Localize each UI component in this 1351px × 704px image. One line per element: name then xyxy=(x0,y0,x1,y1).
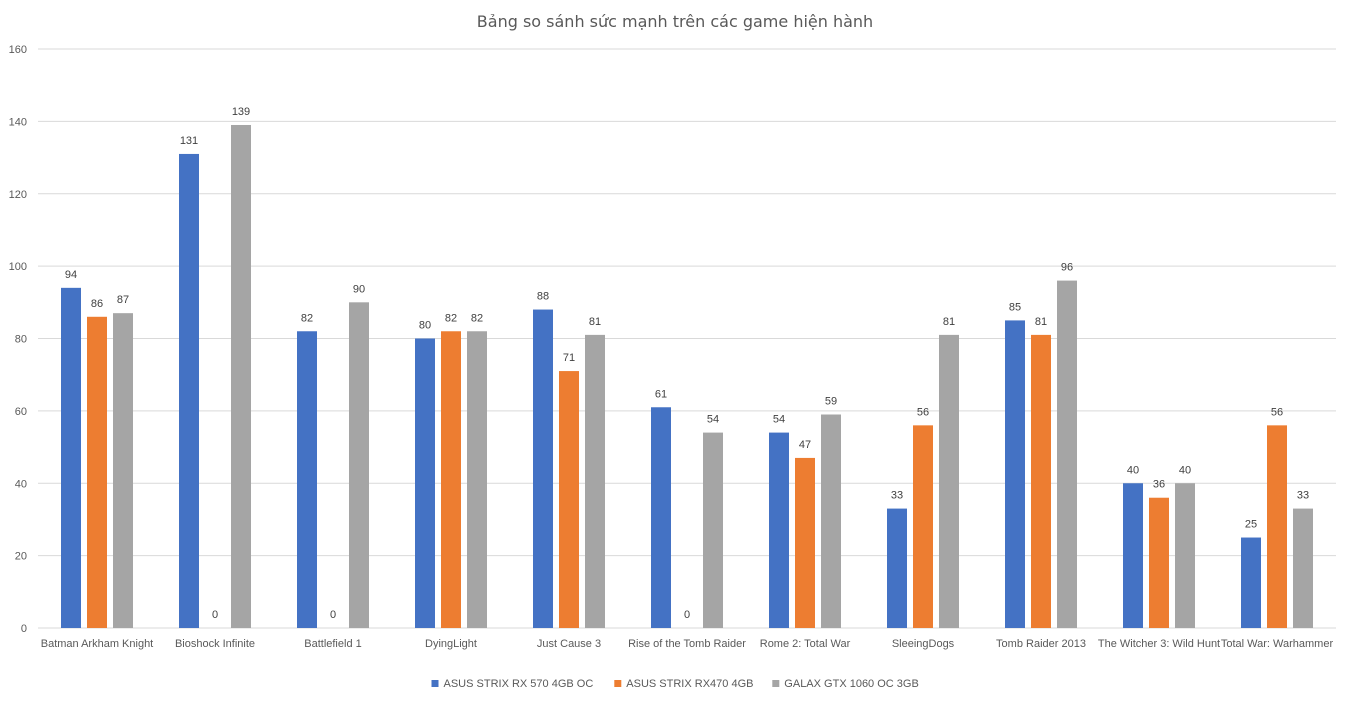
bar xyxy=(231,124,251,629)
data-label: 0 xyxy=(212,609,218,621)
data-label: 85 xyxy=(1009,301,1021,313)
data-label: 87 xyxy=(117,294,129,306)
data-label: 54 xyxy=(773,414,785,426)
legend-label: ASUS STRIX RX470 4GB xyxy=(626,678,753,690)
legend: ASUS STRIX RX 570 4GB OC ASUS STRIX RX470… xyxy=(431,678,919,690)
y-tick-label: 40 xyxy=(15,478,27,490)
data-label: 0 xyxy=(330,609,336,621)
bar xyxy=(1149,497,1169,628)
category-label: Bioshock Infinite xyxy=(175,638,255,650)
data-label: 40 xyxy=(1127,464,1139,476)
data-label: 54 xyxy=(707,414,719,426)
y-tick-label: 160 xyxy=(9,44,27,56)
y-axis-ticks: 0 20 40 60 80 100 120 140 160 xyxy=(9,44,27,635)
data-label: 86 xyxy=(91,298,103,310)
data-label: 82 xyxy=(445,312,457,324)
category-label: Rome 2: Total War xyxy=(760,638,851,650)
data-label: 40 xyxy=(1179,464,1191,476)
data-label: 81 xyxy=(1035,316,1047,328)
chart-title: Bảng so sánh sức mạnh trên các game hiện… xyxy=(477,12,873,31)
category-label: The Witcher 3: Wild Hunt xyxy=(1098,638,1220,650)
category-label: Just Cause 3 xyxy=(537,638,601,650)
y-tick-label: 100 xyxy=(9,261,27,273)
bar xyxy=(703,432,723,628)
bar xyxy=(415,338,435,628)
data-labels: 94 86 87 131 0 139 82 0 90 80 82 82 88 71 81 61 0 54 54 47 5… xyxy=(65,106,1309,621)
data-label: 139 xyxy=(232,106,250,118)
bar xyxy=(179,153,199,628)
bars xyxy=(61,124,1313,629)
data-label: 82 xyxy=(301,312,313,324)
gridlines xyxy=(38,48,1336,629)
bar xyxy=(1241,537,1261,628)
bar xyxy=(349,302,369,628)
bar xyxy=(887,508,907,628)
data-label: 88 xyxy=(537,291,549,303)
category-labels: Batman Arkham Knight Bioshock Infinite Bat… xyxy=(41,638,1334,650)
data-label: 36 xyxy=(1153,479,1165,491)
data-label: 90 xyxy=(353,283,365,295)
y-tick-label: 60 xyxy=(15,406,27,418)
data-label: 56 xyxy=(917,406,929,418)
data-label: 80 xyxy=(419,320,431,332)
category-label: Rise of the Tomb Raider xyxy=(628,638,746,650)
data-label: 131 xyxy=(180,135,198,147)
y-tick-label: 20 xyxy=(15,551,27,563)
bar xyxy=(795,457,815,628)
y-tick-label: 120 xyxy=(9,189,27,201)
data-label: 71 xyxy=(563,352,575,364)
bar xyxy=(113,313,133,628)
bar xyxy=(1293,508,1313,628)
category-label: Battlefield 1 xyxy=(304,638,361,650)
bar xyxy=(297,331,317,628)
bar xyxy=(1123,483,1143,628)
data-label: 94 xyxy=(65,269,77,281)
category-label: DyingLight xyxy=(425,638,477,650)
bar xyxy=(651,407,671,628)
data-label: 47 xyxy=(799,439,811,451)
data-label: 59 xyxy=(825,395,837,407)
bar xyxy=(1267,425,1287,628)
legend-label: GALAX GTX 1060 OC 3GB xyxy=(784,678,919,690)
y-tick-label: 80 xyxy=(15,334,27,346)
data-label: 0 xyxy=(684,609,690,621)
category-label: Total War: Warhammer xyxy=(1221,638,1334,650)
bar xyxy=(61,287,81,628)
data-label: 33 xyxy=(891,490,903,502)
bar xyxy=(467,331,487,628)
legend-label: ASUS STRIX RX 570 4GB OC xyxy=(444,678,594,690)
bar xyxy=(533,309,553,628)
y-tick-label: 0 xyxy=(21,623,27,635)
bar xyxy=(1057,280,1077,628)
bar xyxy=(821,414,841,628)
bar xyxy=(559,371,579,628)
data-label: 33 xyxy=(1297,490,1309,502)
data-label: 56 xyxy=(1271,406,1283,418)
bar xyxy=(1005,320,1025,628)
data-label: 61 xyxy=(655,388,667,400)
bar xyxy=(769,432,789,628)
data-label: 82 xyxy=(471,312,483,324)
data-label: 96 xyxy=(1061,262,1073,274)
y-tick-label: 140 xyxy=(9,116,27,128)
category-label: Tomb Raider 2013 xyxy=(996,638,1086,650)
legend-swatch xyxy=(431,680,439,687)
legend-swatch xyxy=(614,680,622,687)
category-label: Batman Arkham Knight xyxy=(41,638,154,650)
bar xyxy=(441,331,461,628)
bar xyxy=(585,334,605,628)
bar xyxy=(939,334,959,628)
bar xyxy=(913,425,933,628)
data-label: 81 xyxy=(943,316,955,328)
bar xyxy=(1175,483,1195,628)
data-label: 25 xyxy=(1245,519,1257,531)
category-label: SleeingDogs xyxy=(892,638,955,650)
bar xyxy=(1031,334,1051,628)
legend-swatch xyxy=(772,680,780,687)
data-label: 81 xyxy=(589,316,601,328)
bar xyxy=(87,316,107,628)
